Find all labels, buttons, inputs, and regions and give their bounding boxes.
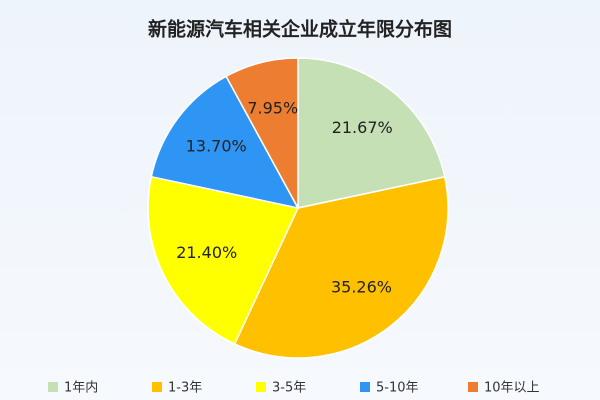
legend-swatch [152, 382, 162, 392]
legend-swatch [48, 382, 58, 392]
data-label: 35.26% [331, 277, 392, 296]
legend-label: 5-10年 [376, 381, 419, 396]
data-label: 21.40% [176, 243, 237, 262]
legend-swatch [468, 382, 478, 392]
chart-title: 新能源汽车相关企业成立年限分布图 [148, 18, 452, 41]
legend-swatch [256, 382, 266, 392]
legend-label: 1年内 [64, 380, 98, 396]
legend-swatch [360, 382, 370, 392]
pie-slice [233, 175, 449, 359]
pie-slice [297, 57, 446, 209]
data-label: 21.67% [332, 118, 393, 137]
pie-slice [150, 75, 300, 210]
legend-label: 1-3年 [168, 381, 202, 396]
data-label: 7.95% [247, 99, 298, 118]
data-label: 13.70% [186, 137, 247, 156]
legend-label: 3-5年 [272, 381, 306, 396]
pie-slice [147, 175, 300, 345]
pie-slice [225, 57, 299, 209]
legend-label: 10年以上 [484, 381, 540, 396]
